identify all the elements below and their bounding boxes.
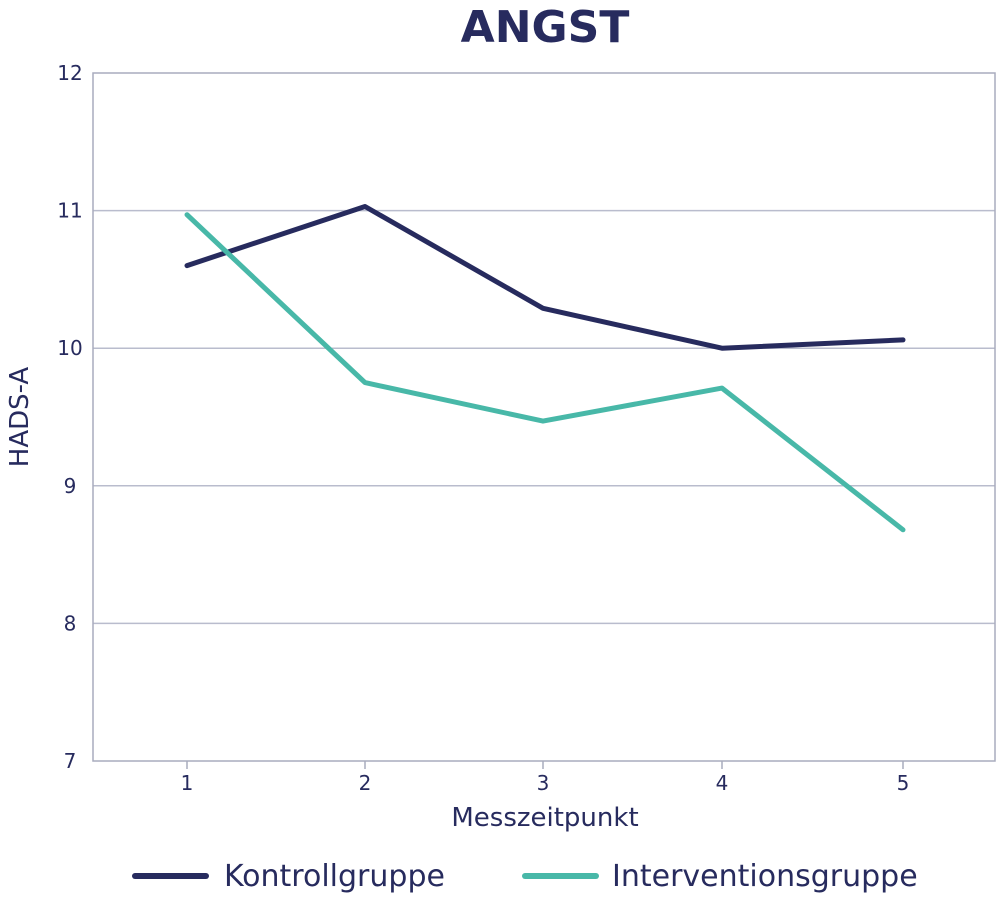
chart-title: ANGST [461,2,630,53]
legend-item: Interventionsgruppe [522,859,918,894]
x-tick-label: 2 [359,771,372,795]
legend-item: Kontrollgruppe [132,859,445,894]
legend-label: Kontrollgruppe [224,859,445,894]
series-line [184,204,906,351]
y-tick-label: 11 [57,199,82,223]
legend: Kontrollgruppe Interventionsgruppe [132,859,918,894]
x-tick-label: 5 [897,771,910,795]
plot-frame [92,72,996,762]
y-tick-label: 12 [57,61,82,85]
y-tick-label: 8 [64,611,77,635]
x-axis-ticks: 1 2 3 4 5 [181,761,910,795]
y-tick-label: 7 [64,749,77,773]
x-tick-label: 3 [537,771,550,795]
series-lines [184,204,906,533]
x-tick-label: 4 [716,771,729,795]
y-tick-label: 9 [64,474,77,498]
series-line [184,212,906,533]
y-axis-ticks: 7 8 9 10 11 12 [57,61,82,773]
legend-label: Interventionsgruppe [612,859,918,894]
x-axis-title: Messzeitpunkt [451,803,638,833]
grid-lines [93,209,995,625]
x-tick-label: 1 [181,771,194,795]
y-tick-label: 10 [57,336,82,360]
y-axis-title: HADS-A [5,367,35,468]
